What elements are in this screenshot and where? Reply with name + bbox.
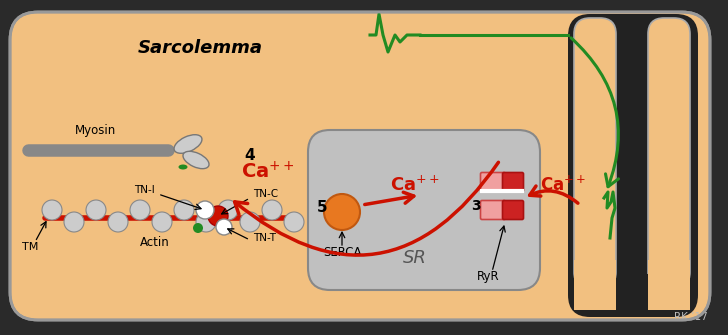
Text: Ca$^{++}$: Ca$^{++}$	[390, 175, 440, 195]
FancyArrowPatch shape	[530, 186, 578, 203]
FancyBboxPatch shape	[480, 173, 505, 192]
Text: TN-C: TN-C	[253, 189, 278, 199]
Ellipse shape	[178, 164, 188, 170]
FancyBboxPatch shape	[502, 201, 523, 219]
Circle shape	[152, 212, 172, 232]
Text: Actin: Actin	[140, 236, 170, 249]
FancyArrowPatch shape	[571, 38, 619, 187]
Text: SERCA: SERCA	[323, 246, 361, 259]
FancyBboxPatch shape	[568, 14, 698, 317]
Ellipse shape	[174, 135, 202, 153]
Circle shape	[193, 223, 203, 233]
Ellipse shape	[609, 274, 687, 310]
FancyBboxPatch shape	[574, 18, 616, 288]
Circle shape	[196, 212, 216, 232]
Circle shape	[108, 212, 128, 232]
Circle shape	[324, 194, 360, 230]
Circle shape	[42, 200, 62, 220]
FancyBboxPatch shape	[502, 173, 523, 192]
Circle shape	[208, 206, 228, 226]
Text: TN-T: TN-T	[253, 233, 276, 243]
Circle shape	[86, 200, 106, 220]
Text: TN-I: TN-I	[134, 185, 155, 195]
Circle shape	[218, 200, 238, 220]
FancyBboxPatch shape	[480, 201, 505, 219]
Text: Ca$^{++}$: Ca$^{++}$	[241, 161, 295, 183]
FancyArrowPatch shape	[365, 192, 414, 205]
FancyBboxPatch shape	[648, 260, 690, 310]
Text: 4: 4	[245, 148, 256, 163]
Text: Myosin: Myosin	[74, 124, 116, 137]
FancyBboxPatch shape	[648, 18, 690, 288]
Text: Sarcolemma: Sarcolemma	[138, 39, 263, 57]
FancyArrowPatch shape	[234, 162, 499, 255]
FancyBboxPatch shape	[10, 12, 710, 320]
Circle shape	[216, 219, 232, 235]
Text: SR: SR	[403, 249, 427, 267]
Text: 5: 5	[317, 200, 328, 215]
Text: RyR: RyR	[477, 270, 499, 283]
Text: 3: 3	[471, 199, 480, 213]
Circle shape	[130, 200, 150, 220]
Circle shape	[262, 200, 282, 220]
Circle shape	[240, 212, 260, 232]
FancyBboxPatch shape	[574, 260, 616, 310]
Circle shape	[174, 200, 194, 220]
Ellipse shape	[183, 151, 209, 169]
Text: Ca$^{++}$: Ca$^{++}$	[540, 175, 586, 195]
Circle shape	[64, 212, 84, 232]
FancyBboxPatch shape	[308, 130, 540, 290]
Circle shape	[284, 212, 304, 232]
Text: TM: TM	[22, 242, 38, 252]
Circle shape	[196, 201, 214, 219]
Text: RK ’17: RK ’17	[674, 312, 708, 322]
